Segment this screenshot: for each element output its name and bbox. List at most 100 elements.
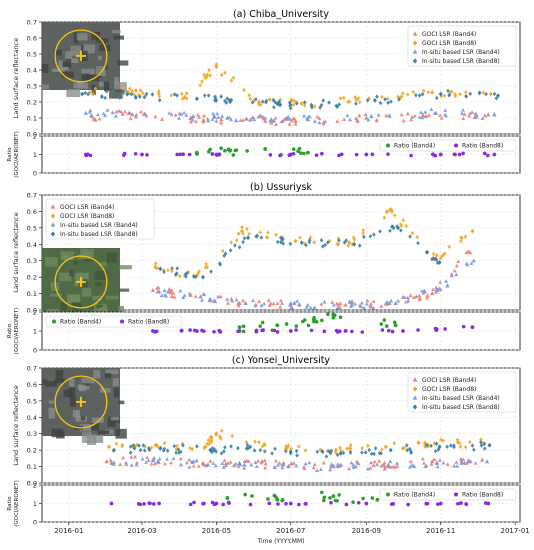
legend-marker xyxy=(412,386,418,392)
data-point xyxy=(389,207,393,212)
data-point xyxy=(439,437,443,442)
data-point xyxy=(374,118,379,123)
data-point xyxy=(425,293,430,298)
y-axis-label: Ratio(GOCI/AERONET) xyxy=(7,131,20,178)
data-point xyxy=(153,264,158,270)
data-point xyxy=(309,328,314,333)
data-point xyxy=(386,462,391,467)
thumbnail-texture xyxy=(105,295,119,300)
data-point xyxy=(335,330,340,334)
data-point xyxy=(335,119,340,123)
data-point xyxy=(178,152,183,157)
data-point xyxy=(83,110,89,115)
data-point xyxy=(366,443,370,449)
data-point xyxy=(468,91,473,96)
y-tick-label: 0.5 xyxy=(27,51,37,59)
data-point xyxy=(219,146,223,151)
y-tick-label: 2 xyxy=(33,133,37,141)
data-point xyxy=(211,461,216,465)
data-point xyxy=(452,268,457,273)
data-point xyxy=(420,92,425,97)
data-point xyxy=(288,451,293,456)
thumbnail-texture xyxy=(52,68,66,73)
data-point xyxy=(125,91,130,97)
data-point xyxy=(184,96,189,101)
data-point xyxy=(426,113,431,117)
data-point xyxy=(129,463,134,467)
data-point xyxy=(326,449,331,454)
data-point xyxy=(351,465,356,469)
data-point xyxy=(162,292,167,297)
data-point xyxy=(401,91,405,96)
data-point xyxy=(390,329,395,334)
data-point xyxy=(348,117,353,122)
data-point xyxy=(171,291,176,295)
legend: GOCI LSR (Band4) GOCI LSR (Band8) In-situ … xyxy=(407,25,517,67)
data-point xyxy=(293,121,298,126)
data-point xyxy=(384,324,389,328)
data-point xyxy=(159,293,164,298)
data-point xyxy=(219,428,224,433)
data-point xyxy=(252,448,257,453)
data-point xyxy=(417,293,422,298)
data-point xyxy=(315,114,320,119)
data-point xyxy=(443,327,447,331)
data-point xyxy=(375,94,379,99)
thumbnail-texture xyxy=(67,58,79,64)
data-point xyxy=(415,234,420,240)
data-point xyxy=(184,113,189,117)
data-point xyxy=(287,153,292,157)
data-point xyxy=(405,295,410,300)
data-point xyxy=(329,448,334,454)
data-point xyxy=(399,228,403,233)
data-point xyxy=(387,114,392,118)
data-point xyxy=(160,117,165,121)
data-point xyxy=(389,298,394,303)
data-point xyxy=(364,152,369,157)
legend-marker xyxy=(454,143,458,148)
data-point xyxy=(462,460,467,465)
data-point xyxy=(436,447,441,452)
data-point xyxy=(194,458,199,463)
legend: GOCI LSR (Band4) GOCI LSR (Band8) In-situ … xyxy=(45,198,155,240)
data-point xyxy=(387,301,392,306)
data-point xyxy=(346,243,350,248)
data-point xyxy=(172,92,177,97)
data-point xyxy=(429,443,433,449)
data-point xyxy=(254,464,259,469)
y-tick-label: 0.0 xyxy=(27,480,37,488)
thumbnail-texture xyxy=(68,387,76,398)
data-point xyxy=(175,93,179,98)
data-point xyxy=(161,448,166,453)
data-point xyxy=(339,152,344,157)
thumbnail-texture xyxy=(99,44,111,52)
legend-marker xyxy=(412,31,418,36)
data-point xyxy=(251,98,256,104)
data-point xyxy=(388,228,392,234)
data-point xyxy=(116,108,121,113)
data-point xyxy=(338,315,343,319)
data-point xyxy=(434,460,439,465)
data-point xyxy=(337,153,341,158)
data-point xyxy=(357,99,362,105)
data-point xyxy=(347,240,352,246)
data-point xyxy=(173,112,178,117)
data-point xyxy=(393,301,398,306)
data-point xyxy=(229,117,234,122)
data-point xyxy=(219,72,224,77)
data-point xyxy=(360,445,365,451)
data-point xyxy=(469,261,474,266)
data-point xyxy=(496,93,501,98)
data-point xyxy=(355,460,360,465)
legend-marker xyxy=(412,49,418,54)
thumbnail-texture xyxy=(73,260,78,266)
data-point xyxy=(322,299,327,304)
data-point xyxy=(302,113,307,118)
data-point xyxy=(354,101,358,106)
data-point xyxy=(392,320,397,325)
data-point xyxy=(289,305,294,310)
legend-marker xyxy=(412,377,418,382)
data-point xyxy=(338,301,343,306)
data-point xyxy=(207,296,212,301)
data-point xyxy=(295,299,300,303)
